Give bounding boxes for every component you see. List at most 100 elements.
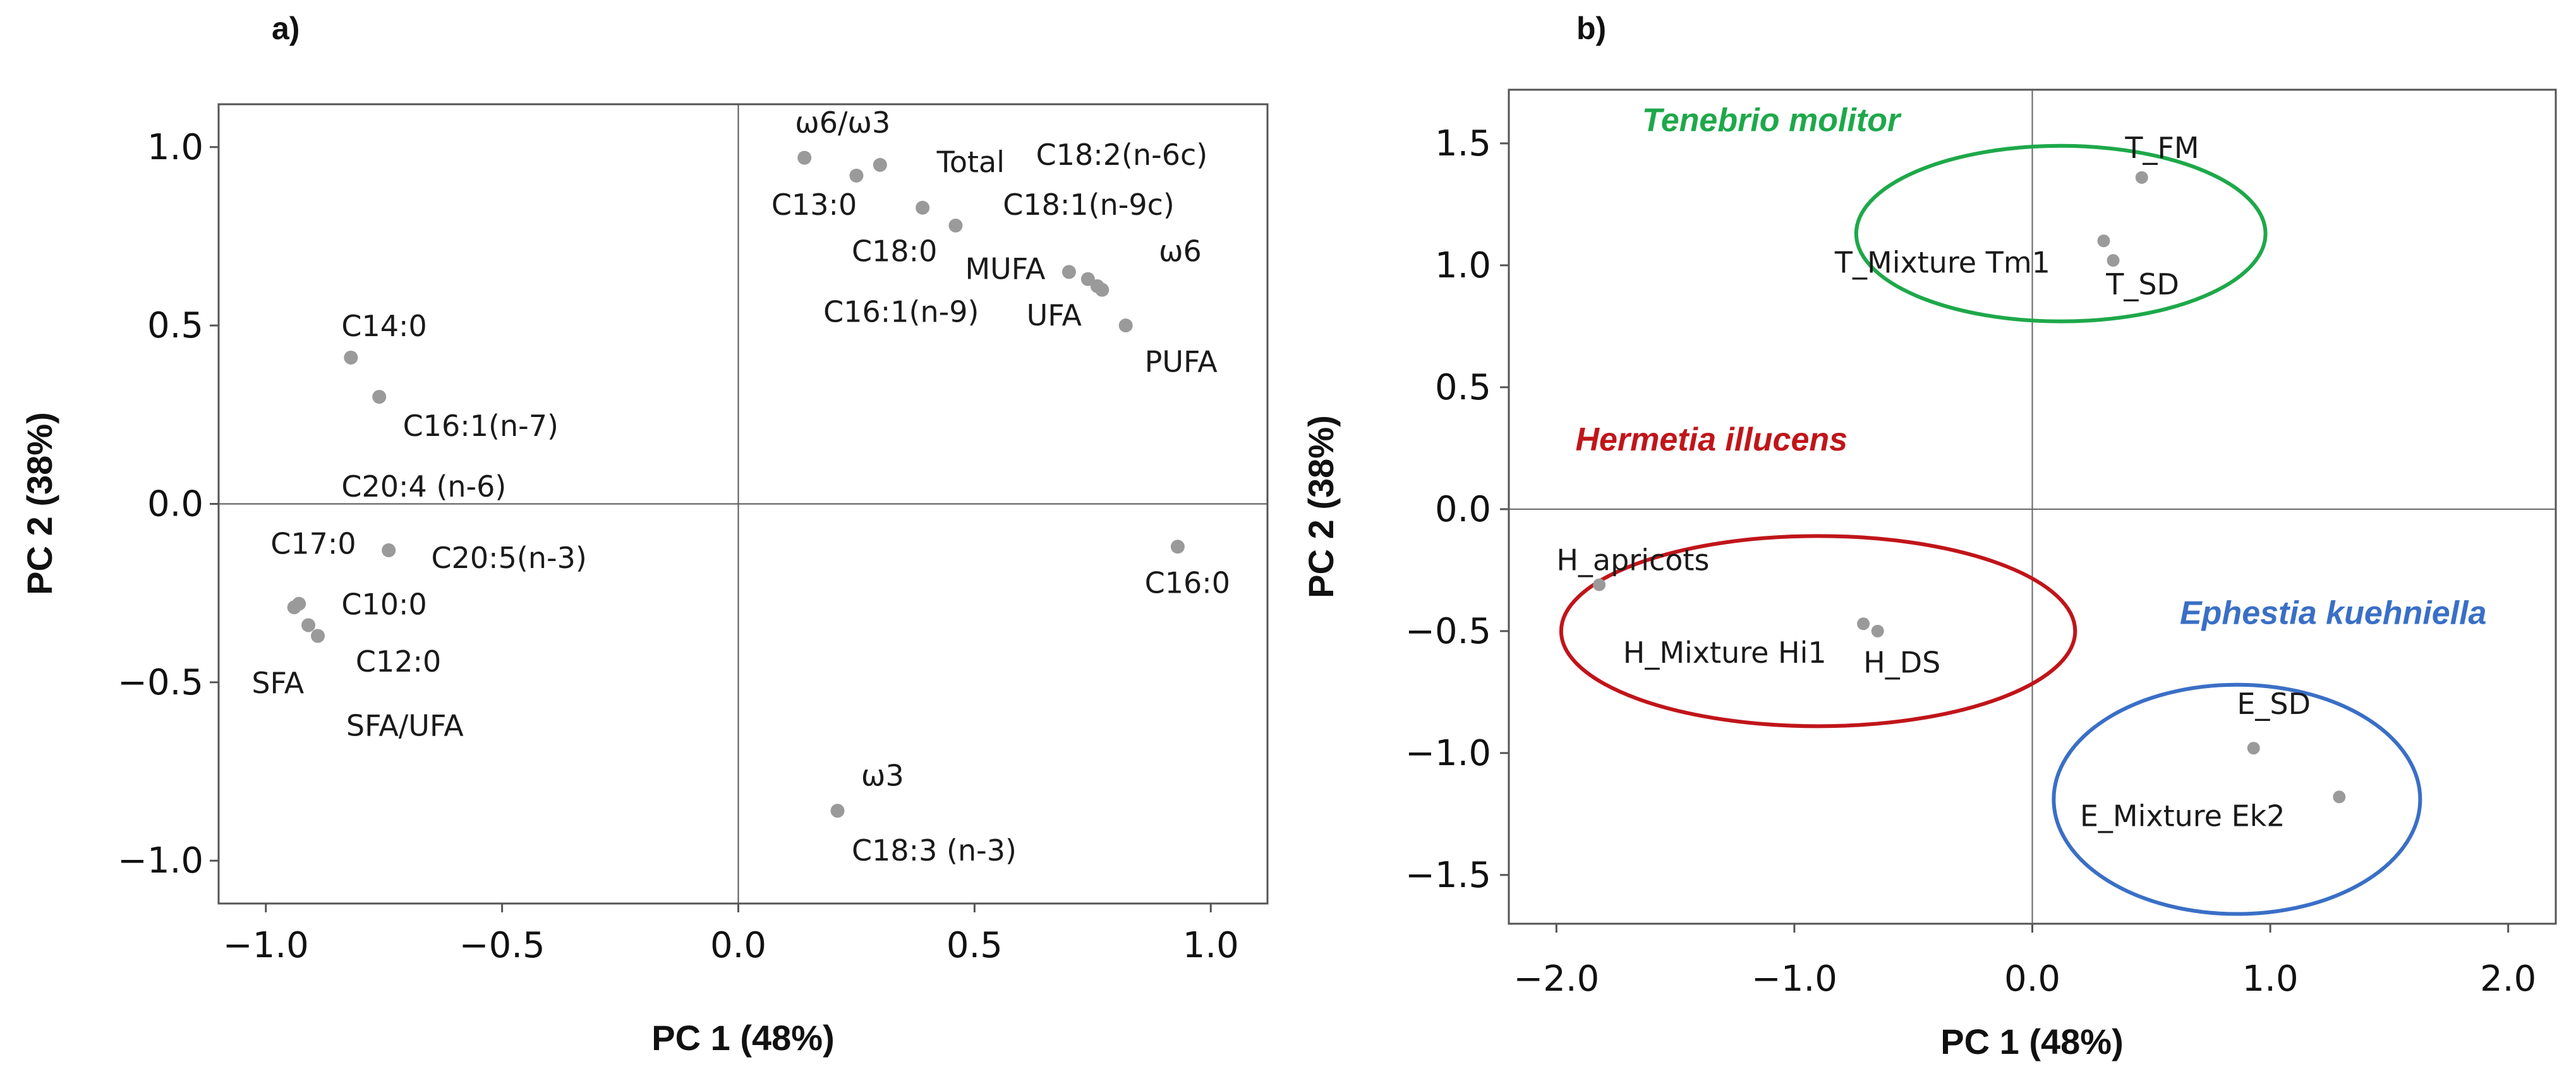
data-point (382, 543, 396, 557)
point-label: C18:0 (852, 234, 937, 268)
point-label: H_Mixture Hi1 (1623, 636, 1827, 670)
data-point (2135, 171, 2148, 184)
group-label: Hermetia illucens (1575, 421, 1847, 458)
point-label: H_apricots (1556, 543, 1709, 577)
data-point (873, 158, 887, 172)
y-tick-label: −0.5 (1405, 611, 1491, 652)
panel-a-points (287, 150, 1185, 818)
point-label: C12:0 (356, 644, 441, 679)
y-tick-label: 0.5 (147, 305, 203, 346)
point-label: SFA (251, 666, 304, 700)
panel-b-chart: b) −2.0 −1.0 0.0 1.0 2.0 1.5 1.0 0.5 0.0 −0.5 −1.… (1301, 11, 2557, 1061)
data-point (2333, 790, 2346, 804)
point-label: E_SD (2237, 687, 2311, 721)
point-label: C17:0 (270, 527, 356, 561)
panel-b-y-ticks: 1.5 1.0 0.5 0.0 −0.5 −1.0 −1.5 (1405, 123, 1509, 896)
panel-b-point-labels: T_FM T_Mixture Tm1 T_SD H_apricots H_Mixture… (1556, 131, 2311, 833)
data-point (1095, 282, 1110, 297)
group-ellipse (2052, 682, 2422, 916)
point-label: ω6 (1159, 234, 1202, 268)
y-tick-label: 0.5 (1435, 367, 1491, 408)
point-label: T_SD (2105, 267, 2179, 301)
y-tick-label: −1.0 (118, 840, 203, 881)
data-point (1593, 578, 1606, 591)
point-label: C13:0 (771, 188, 857, 222)
y-tick-label: −1.0 (1405, 733, 1491, 774)
data-point (1871, 624, 1884, 638)
y-tick-label: 1.5 (1435, 123, 1491, 164)
x-tick-label: −1.0 (223, 925, 309, 966)
data-point (916, 200, 930, 215)
point-label: T_Mixture Tm1 (1834, 245, 2050, 279)
data-point (1118, 318, 1133, 333)
point-label: UFA (1027, 298, 1082, 332)
y-tick-label: −1.5 (1405, 855, 1491, 896)
point-label: C20:4 (n-6) (341, 469, 506, 504)
x-tick-label: 1.0 (2242, 958, 2299, 1000)
data-point (344, 350, 358, 365)
group-ellipse (1854, 143, 2268, 323)
x-tick-label: 2.0 (2480, 958, 2536, 1000)
x-tick-label: −1.0 (1751, 958, 1837, 1000)
point-label: C10:0 (341, 588, 426, 622)
group-label: Tenebrio molitor (1642, 102, 1902, 139)
point-label: C16:0 (1145, 566, 1230, 600)
point-label: PUFA (1145, 345, 1218, 379)
panel-a-x-ticks: −1.0 −0.5 0.0 0.5 1.0 (223, 904, 1239, 966)
y-tick-label: 0.0 (147, 484, 203, 525)
y-tick-label: 0.0 (1435, 489, 1491, 530)
point-label: H_DS (1863, 645, 1940, 679)
panel-b-points (1593, 171, 2346, 804)
point-label: ω6/ω3 (795, 106, 890, 140)
data-point (287, 600, 301, 615)
panel-b-group-ellipses (1559, 143, 2422, 916)
panel-b-label: b) (1576, 11, 1606, 46)
y-tick-label: 1.0 (1435, 245, 1491, 286)
panel-a-chart: a) −1.0 −0.5 0.0 0.5 1.0 −1.0 −0.5 0.0 0.5 1.0 ω… (20, 11, 1269, 1058)
data-point (1170, 540, 1185, 554)
data-point (1080, 272, 1095, 286)
point-label: C14:0 (341, 309, 426, 343)
x-tick-label: 0.5 (946, 925, 1003, 966)
panel-b-x-ticks: −2.0 −1.0 0.0 1.0 2.0 (1513, 924, 2536, 1000)
point-label: C16:1(n-7) (403, 409, 559, 443)
point-label: C18:1(n-9c) (1003, 188, 1175, 222)
panel-b-x-axis-label: PC 1 (48%) (1940, 1022, 2123, 1061)
panel-a-label: a) (272, 11, 299, 46)
data-point (372, 390, 387, 404)
y-tick-label: −0.5 (118, 662, 203, 703)
x-tick-label: 0.0 (710, 925, 766, 966)
panel-a-point-labels: ω6/ω3 Total C18:2(n-6c) C13:0 C18:1(n-9c) C18… (251, 106, 1230, 867)
panel-b-y-axis-label: PC 2 (38%) (1301, 415, 1341, 598)
x-tick-label: 0.0 (2004, 958, 2060, 1000)
y-tick-label: 1.0 (147, 127, 203, 168)
data-point (2107, 254, 2120, 267)
point-label: Total (936, 145, 1005, 179)
point-label: C16:1(n-9) (823, 294, 979, 329)
data-point (301, 618, 316, 632)
panel-b-group-labels: Tenebrio molitor Hermetia illucens Ephesti… (1575, 102, 2486, 632)
group-label: Ephestia kuehniella (2180, 595, 2487, 631)
data-point (1061, 265, 1076, 279)
point-label: SFA/UFA (346, 709, 464, 743)
point-label: C18:2(n-6c) (1036, 138, 1208, 172)
data-point (830, 804, 845, 818)
data-point (1857, 617, 1870, 631)
data-point (849, 168, 864, 183)
panel-a-y-axis-label: PC 2 (38%) (20, 412, 59, 595)
point-label: ω3 (861, 759, 904, 793)
data-point (2247, 742, 2260, 755)
point-label: E_Mixture Ek2 (2080, 799, 2285, 833)
group-ellipse (1559, 534, 2077, 728)
x-tick-label: 1.0 (1183, 925, 1239, 966)
point-label: MUFA (965, 252, 1046, 286)
point-label: C18:3 (n-3) (852, 833, 1017, 867)
point-label: T_FM (2124, 131, 2199, 165)
x-tick-label: −0.5 (459, 925, 545, 966)
data-point (311, 629, 325, 643)
data-point (797, 150, 812, 165)
data-point (948, 219, 963, 233)
panel-a-y-ticks: −1.0 −0.5 0.0 0.5 1.0 (118, 127, 219, 881)
x-tick-label: −2.0 (1513, 958, 1599, 1000)
